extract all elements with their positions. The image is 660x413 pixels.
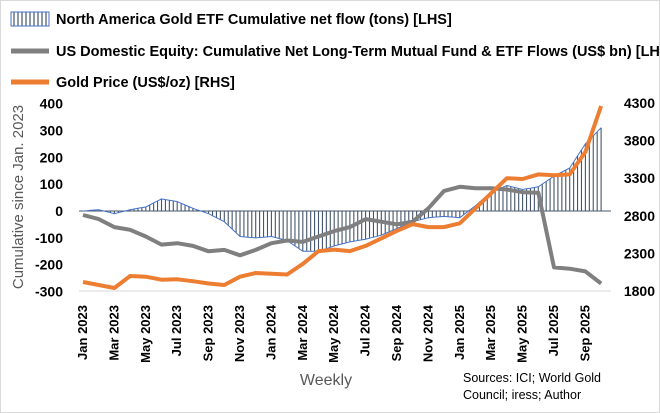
y-axis-title: Cumulative since Jan. 2023: [10, 105, 27, 289]
left-tick-label: 100: [40, 176, 64, 192]
right-tick-label: 4300: [624, 95, 655, 111]
x-tick-label: Jan 2025: [452, 305, 467, 360]
x-tick-label: Jan 2023: [75, 305, 90, 360]
etf-series-outline: [82, 127, 602, 252]
x-tick-label: Jan 2024: [263, 304, 278, 360]
right-tick-label: 2800: [624, 208, 655, 224]
legend-label-etf: North America Gold ETF Cumulative net fl…: [56, 12, 452, 28]
left-tick-label: -200: [35, 257, 63, 273]
x-tick-label: Jul 2023: [169, 305, 184, 356]
gold-series-line: [82, 105, 603, 290]
right-tick-label: 3300: [624, 170, 655, 186]
x-tick-label: Nov 2023: [232, 305, 247, 362]
right-tick-label: 3800: [624, 133, 655, 149]
left-tick-label: -300: [35, 284, 63, 300]
x-tick-label: Sep 2025: [577, 305, 592, 361]
left-tick-label: -100: [35, 230, 63, 246]
legend-label-equity: US Domestic Equity: Cumulative Net Long-…: [56, 44, 660, 60]
left-tick-label: 400: [40, 96, 64, 112]
x-tick-label: Jul 2025: [546, 305, 561, 356]
x-tick-label: May 2025: [515, 305, 530, 363]
x-tick-label: Jul 2024: [358, 304, 373, 356]
x-tick-label: Nov 2024: [420, 304, 435, 362]
left-tick-label: 200: [40, 149, 64, 165]
x-axis-title: Weekly: [300, 372, 352, 389]
right-tick-label: 2300: [624, 245, 655, 261]
x-tick-label: Mar 2023: [106, 305, 121, 361]
legend-swatch-etf: [10, 11, 50, 27]
right-tick-label: 1800: [624, 283, 655, 299]
left-tick-label: 0: [55, 203, 63, 219]
equity-series-line: [82, 184, 603, 286]
legend-label-gold: Gold Price (US$/oz) [RHS]: [56, 75, 235, 91]
left-tick-label: 300: [40, 122, 64, 138]
x-tick-label: Sep 2024: [389, 304, 404, 361]
x-tick-label: Sep 2023: [201, 305, 216, 361]
x-tick-label: May 2023: [138, 305, 153, 363]
sources-line-2: Council; iress; Author: [463, 388, 581, 402]
x-tick-label: Mar 2024: [295, 304, 310, 360]
x-tick-label: Mar 2025: [483, 305, 498, 361]
sources-line-1: Sources: ICI; World Gold: [463, 371, 601, 385]
x-tick-label: May 2024: [326, 304, 341, 363]
